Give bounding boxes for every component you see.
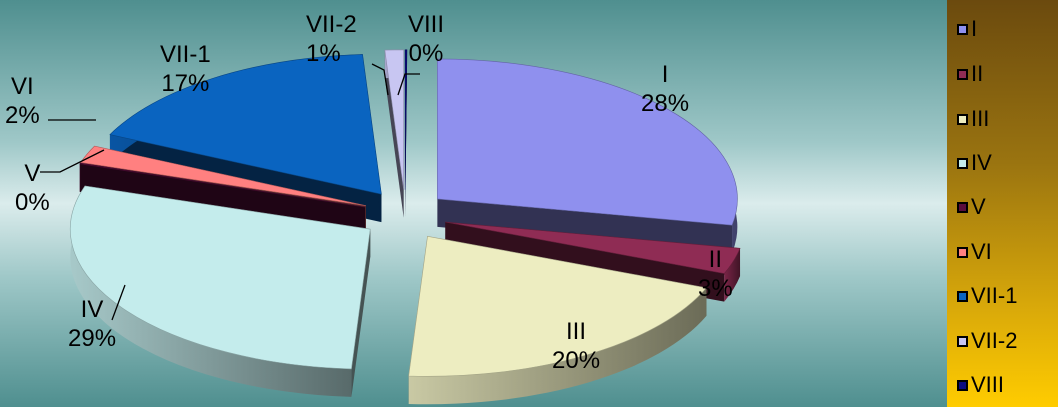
leader-line: [40, 149, 105, 173]
legend-swatch-i: [957, 23, 968, 35]
legend-swatch-vii-1: [957, 290, 968, 302]
legend-label-v: V: [971, 194, 986, 219]
legend-swatch-vii-2: [957, 335, 968, 347]
legend-label-vi: VI: [971, 239, 992, 264]
leader-line: [371, 63, 389, 96]
data-label-v-category: V: [24, 160, 41, 187]
legend-label-viii: VIII: [971, 372, 1005, 397]
data-label-vii-1: VII-1 17%: [160, 40, 211, 98]
data-label-vii-1-value: 17%: [161, 70, 210, 97]
legend-label-iii: III: [971, 106, 990, 131]
legend-label-vii-1: VII-1: [971, 283, 1018, 308]
legend-item-vii-2: VII-2: [957, 327, 1017, 355]
legend-label-iv: IV: [971, 150, 992, 175]
pie-slice-viii: [404, 49, 408, 218]
data-label-i-category: I: [661, 61, 669, 88]
data-label-v: V 0%: [15, 159, 50, 217]
data-label-viii-category: VIII: [408, 11, 445, 38]
data-label-vii-2-value: 1%: [306, 40, 341, 67]
data-label-vii-2: VII-2 1%: [306, 10, 357, 68]
legend-swatch-ii: [957, 68, 968, 80]
data-label-vii-1-category: VII-1: [160, 41, 211, 68]
pie-slice-vii-2: [384, 49, 404, 218]
data-label-vi-category: VI: [11, 73, 34, 100]
legend-item-v: V: [957, 193, 986, 221]
legend-item-iv: IV: [957, 149, 992, 177]
pie-slice-i: [437, 58, 738, 254]
legend-item-viii: VIII: [957, 371, 1004, 399]
data-label-iii-category: III: [566, 318, 587, 345]
pie-chart: [40, 49, 741, 405]
data-label-ii-category: II: [708, 246, 723, 273]
legend-swatch-vi: [957, 246, 968, 258]
data-label-iv-category: IV: [80, 296, 104, 323]
legend-swatch-iii: [957, 113, 968, 125]
data-label-i-value: 28%: [641, 90, 690, 117]
data-label-vi-value: 2%: [5, 102, 40, 129]
legend-label-i: I: [971, 16, 978, 41]
legend-swatch-v: [957, 201, 968, 213]
data-label-i: I 28%: [641, 60, 689, 118]
legend-item-vii-1: VII-1: [957, 282, 1017, 310]
legend-item-iii: III: [957, 105, 989, 133]
legend-label-vii-2: VII-2: [971, 328, 1018, 353]
legend-swatch-viii: [957, 379, 968, 391]
data-label-vi: VI 2%: [5, 72, 40, 130]
data-label-v-value: 0%: [15, 189, 50, 216]
pie-slice-iv: [70, 185, 371, 397]
data-label-ii: II 3%: [698, 245, 733, 303]
chart-legend: I II III IV V VI VII-1 VII-2: [947, 0, 1058, 407]
legend-item-vi: VI: [957, 238, 992, 266]
data-label-iii: III 20%: [552, 317, 600, 375]
leader-line: [111, 284, 126, 321]
data-label-vii-2-category: VII-2: [306, 11, 357, 38]
data-label-ii-value: 3%: [698, 275, 733, 302]
data-label-viii: VIII 0%: [408, 10, 444, 68]
legend-label-ii: II: [971, 61, 984, 86]
legend-item-ii: II: [957, 60, 983, 88]
data-label-viii-value: 0%: [408, 40, 444, 67]
pie-slice-iii: [408, 235, 708, 405]
leader-line: [397, 73, 420, 96]
legend-swatch-iv: [957, 157, 968, 169]
legend-item-i: I: [957, 15, 977, 43]
data-label-iv: IV 29%: [68, 295, 116, 353]
data-label-iv-value: 29%: [68, 325, 117, 352]
data-label-iii-value: 20%: [552, 347, 601, 374]
